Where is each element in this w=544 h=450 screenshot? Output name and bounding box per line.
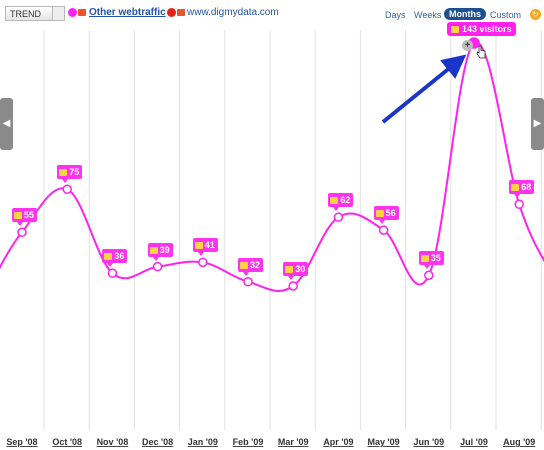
data-label: 62 bbox=[328, 193, 354, 212]
range-weeks[interactable]: Weeks bbox=[414, 10, 442, 20]
flag-icon bbox=[194, 242, 203, 250]
data-label-value: 75 bbox=[69, 167, 80, 178]
x-tick-label[interactable]: Jun '09 bbox=[413, 437, 444, 447]
data-point[interactable] bbox=[243, 276, 253, 287]
data-label-value: 56 bbox=[385, 208, 396, 219]
scroll-right-handle[interactable]: ▶ bbox=[531, 98, 544, 150]
x-tick-label[interactable]: Aug '09 bbox=[503, 437, 535, 447]
data-point[interactable] bbox=[152, 261, 163, 272]
flag-icon bbox=[149, 246, 158, 254]
legend-flag-icon bbox=[78, 9, 86, 16]
data-label: 55 bbox=[12, 208, 38, 227]
data-label: 36 bbox=[102, 249, 128, 268]
dropdown-arrow-icon bbox=[52, 7, 64, 20]
x-tick-label[interactable]: Oct '08 bbox=[52, 437, 82, 447]
data-label: 30 bbox=[283, 262, 309, 280]
data-label-value: 55 bbox=[24, 210, 35, 221]
x-tick-label[interactable]: Apr '09 bbox=[323, 437, 353, 447]
flag-icon bbox=[14, 212, 22, 220]
data-label-value: 35 bbox=[430, 253, 441, 264]
flag-icon bbox=[240, 261, 248, 269]
tooltip-text: 143 visitors bbox=[462, 24, 512, 34]
data-label-value: 41 bbox=[204, 240, 215, 251]
trend-select[interactable]: TREND bbox=[5, 6, 65, 21]
data-point[interactable] bbox=[62, 184, 72, 194]
flag-icon bbox=[59, 169, 68, 177]
data-point[interactable] bbox=[17, 227, 27, 237]
flag-icon bbox=[451, 26, 459, 33]
data-label-value: 39 bbox=[159, 244, 170, 255]
range-custom[interactable]: Custom bbox=[490, 10, 522, 20]
data-label: 41 bbox=[192, 238, 218, 257]
x-tick-label[interactable]: Mar '09 bbox=[278, 437, 309, 447]
data-point[interactable] bbox=[378, 225, 389, 235]
scroll-left-handle[interactable]: ◀ bbox=[0, 98, 13, 150]
data-label: 56 bbox=[373, 206, 399, 225]
refresh-icon[interactable]: ↻ bbox=[530, 9, 541, 20]
legend-other-webtraffic[interactable]: Other webtraffic bbox=[89, 7, 166, 18]
peak-tooltip: 143 visitors bbox=[447, 22, 516, 36]
data-label: 35 bbox=[418, 251, 444, 270]
data-point[interactable] bbox=[333, 212, 344, 222]
data-label-value: 36 bbox=[114, 251, 125, 262]
data-point[interactable] bbox=[288, 281, 298, 291]
legend-dot-other-icon bbox=[68, 8, 77, 17]
flag-icon bbox=[104, 253, 113, 261]
data-label: 39 bbox=[147, 242, 173, 261]
data-label: 32 bbox=[238, 257, 264, 276]
flag-icon bbox=[330, 197, 339, 205]
legend-flag-icon bbox=[177, 9, 185, 16]
data-label: 75 bbox=[57, 165, 83, 184]
data-point[interactable] bbox=[107, 268, 118, 278]
data-point[interactable] bbox=[424, 270, 434, 280]
x-tick-label[interactable]: Jul '09 bbox=[460, 437, 488, 447]
x-tick-label[interactable]: May '09 bbox=[368, 437, 400, 447]
data-label: 68 bbox=[509, 180, 535, 199]
legend-dot-digmydata-icon bbox=[167, 8, 176, 17]
flag-icon bbox=[375, 210, 384, 218]
x-tick-label[interactable]: Jan '09 bbox=[188, 437, 218, 447]
flag-icon bbox=[511, 184, 520, 192]
x-tick-label[interactable]: Feb '09 bbox=[233, 437, 264, 447]
hand-cursor-icon bbox=[476, 45, 486, 59]
flag-icon bbox=[285, 266, 294, 273]
data-label-value: 30 bbox=[295, 264, 306, 274]
data-point[interactable] bbox=[198, 257, 208, 268]
range-days[interactable]: Days bbox=[385, 10, 406, 20]
data-label-value: 62 bbox=[340, 195, 351, 206]
data-point[interactable] bbox=[514, 199, 524, 210]
data-label-value: 68 bbox=[521, 182, 532, 193]
plus-icon[interactable]: + bbox=[462, 40, 473, 51]
data-label-value: 32 bbox=[250, 259, 261, 270]
chart-toolbar: TREND Other webtraffic www.digmydata.com… bbox=[0, 0, 544, 26]
x-tick-label[interactable]: Dec '08 bbox=[142, 437, 173, 447]
x-tick-label[interactable]: Nov '08 bbox=[97, 437, 129, 447]
flag-icon bbox=[420, 255, 429, 263]
trend-select-label: TREND bbox=[10, 9, 41, 19]
legend-digmydata[interactable]: www.digmydata.com bbox=[187, 7, 279, 18]
range-months[interactable]: Months bbox=[444, 8, 486, 20]
x-tick-label[interactable]: Sep '08 bbox=[6, 437, 37, 447]
